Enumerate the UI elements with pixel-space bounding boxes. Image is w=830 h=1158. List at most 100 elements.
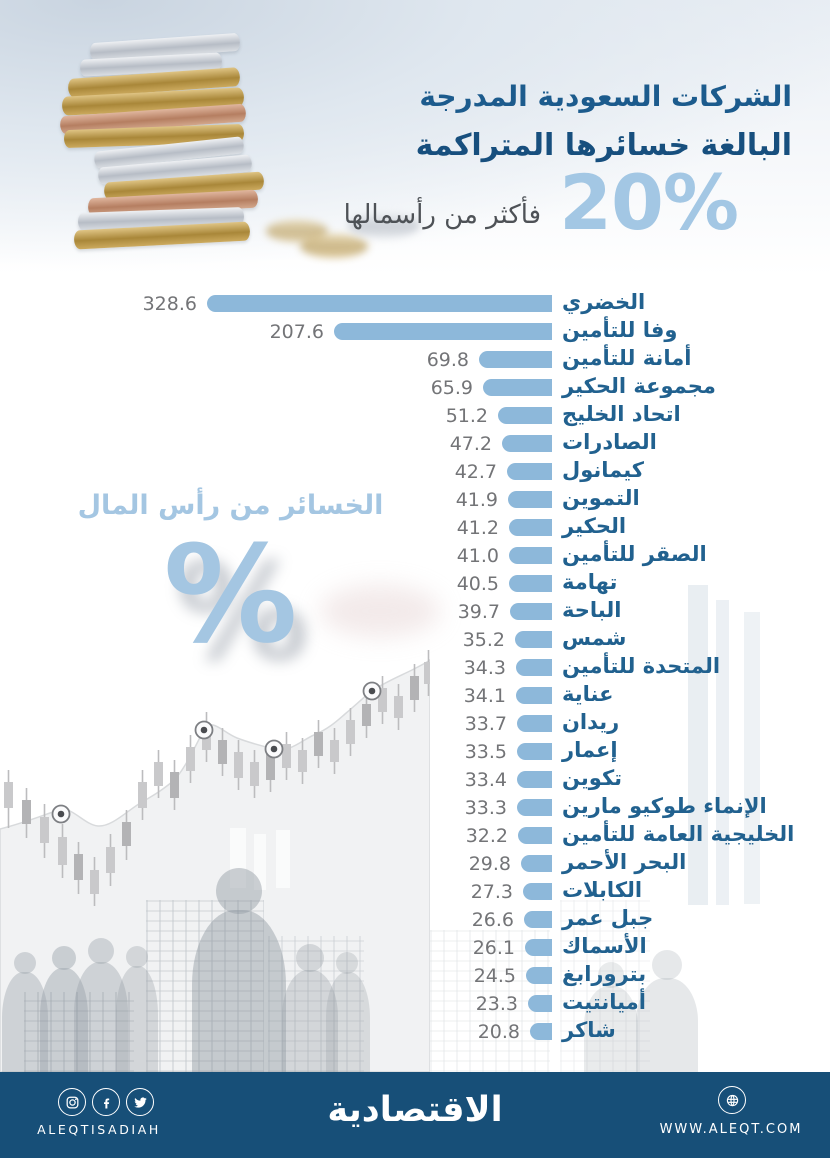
bar-value: 41.0: [456, 545, 499, 567]
bar: [530, 1023, 552, 1040]
bar-label: ريدان: [562, 710, 620, 734]
bar-label: الباحة: [562, 598, 622, 622]
bar-label: تهامة: [562, 570, 618, 594]
bar-value: 328.6: [142, 293, 197, 315]
bar-label: التموين: [562, 486, 640, 510]
chart-row: 27.3 الكابلات: [0, 878, 830, 903]
chart-row: 51.2 اتحاد الخليج: [0, 402, 830, 427]
bar-chart: 328.6 الخضري 207.6 وفا للتأمين 69.8 أمانة للت…: [0, 290, 830, 1055]
bar-label: وفا للتأمين: [562, 318, 678, 342]
bar-value: 42.7: [454, 461, 497, 483]
bar: [509, 575, 552, 592]
bar-value: 34.1: [463, 685, 506, 707]
chart-row: 26.6 جبل عمر: [0, 906, 830, 931]
bar: [516, 687, 552, 704]
bar-value: 39.7: [457, 601, 500, 623]
chart-row: 42.7 كيمانول: [0, 458, 830, 483]
bar-label: الأسماك: [562, 934, 647, 958]
bar: [483, 379, 552, 396]
bar: [517, 799, 552, 816]
title-line-1: الشركات السعودية المدرجة: [419, 80, 792, 113]
bar-value: 41.9: [455, 489, 498, 511]
facebook-icon[interactable]: [92, 1088, 120, 1116]
bar: [207, 295, 552, 312]
bar-label: أميانتيت: [562, 990, 646, 1014]
bar: [515, 631, 552, 648]
chart-row: 65.9 مجموعة الحكير: [0, 374, 830, 399]
chart-row: 33.4 تكوين: [0, 766, 830, 791]
headline-subtitle: فأكثر من رأسمالها: [343, 200, 542, 230]
bar-value: 33.5: [464, 741, 507, 763]
bar-label: الكابلات: [562, 878, 643, 902]
bar-label: البحر الأحمر: [562, 850, 687, 874]
chart-row: 328.6 الخضري: [0, 290, 830, 315]
bar: [509, 519, 552, 536]
chart-row: 33.3 الإنماء طوكيو مارين: [0, 794, 830, 819]
chart-row: 69.8 أمانة للتأمين: [0, 346, 830, 371]
building-strip: [716, 600, 729, 905]
bar-value: 65.9: [430, 377, 473, 399]
instagram-icon[interactable]: [58, 1088, 86, 1116]
bar-value: 47.2: [449, 433, 492, 455]
chart-row: 26.1 الأسماك: [0, 934, 830, 959]
bar: [524, 911, 552, 928]
bar: [334, 323, 552, 340]
bar-value: 33.4: [464, 769, 507, 791]
title-line-2: البالغة خسائرها المتراكمة: [415, 128, 792, 163]
bar: [517, 743, 552, 760]
chart-row: 39.7 الباحة: [0, 598, 830, 623]
bar: [498, 407, 552, 424]
bar: [508, 491, 552, 508]
bar: [525, 939, 552, 956]
bar: [509, 547, 552, 564]
bar: [517, 771, 552, 788]
website-url[interactable]: WWW.ALEQT.COM: [659, 1122, 803, 1137]
bar-value: 32.2: [465, 825, 508, 847]
bar-value: 26.1: [472, 937, 515, 959]
bar-value: 27.3: [470, 881, 513, 903]
bar: [516, 659, 552, 676]
bar: [526, 967, 552, 984]
chart-row: 207.6 وفا للتأمين: [0, 318, 830, 343]
bar: [517, 715, 552, 732]
chart-row: 32.2 الخليجية العامة للتأمين: [0, 822, 830, 847]
chart-row: 23.3 أميانتيت: [0, 990, 830, 1015]
brand-latin: ALEQTISADIAH: [37, 1122, 161, 1137]
bar-value: 33.3: [464, 797, 507, 819]
bar-value: 23.3: [475, 993, 518, 1015]
bar-label: جبل عمر: [562, 906, 654, 930]
chart-row: 34.3 المتحدة للتأمين: [0, 654, 830, 679]
bar-value: 26.6: [471, 909, 514, 931]
brand-logo: الاقتصادية: [327, 1090, 503, 1130]
bar-label: الصادرات: [562, 430, 657, 454]
bar-value: 51.2: [445, 405, 488, 427]
chart-row: 47.2 الصادرات: [0, 430, 830, 455]
chart-row: 20.8 شاكر: [0, 1018, 830, 1043]
bar: [518, 827, 552, 844]
bar-label: مجموعة الحكير: [562, 374, 716, 398]
percent-watermark: %: [163, 517, 298, 673]
bar-label: اتحاد الخليج: [562, 402, 681, 426]
bar-label: الخليجية العامة للتأمين: [562, 822, 795, 846]
chart-row: 40.5 تهامة: [0, 570, 830, 595]
twitter-icon[interactable]: [126, 1088, 154, 1116]
bar: [479, 351, 552, 368]
bar-value: 207.6: [269, 321, 324, 343]
value-axis-label: الخسائر من رأس المال: [77, 490, 384, 521]
bar-value: 33.7: [464, 713, 507, 735]
coins-photo: [48, 12, 420, 262]
bar-label: إعمار: [562, 738, 618, 762]
chart-row: 35.2 شمس: [0, 626, 830, 651]
light-column: [276, 830, 290, 888]
big-percent-value: 20%: [559, 158, 739, 247]
footer: ALEQTISADIAH الاقتصادية WWW.ALEQT.COM: [0, 1072, 830, 1158]
bar-value: 35.2: [462, 629, 505, 651]
bar-label: عناية: [562, 682, 614, 706]
bar-value: 34.3: [463, 657, 506, 679]
chart-row: 29.8 البحر الأحمر: [0, 850, 830, 875]
bar-label: بترورابغ: [562, 962, 647, 986]
bar-label: الإنماء طوكيو مارين: [562, 794, 767, 818]
bar-label: تكوين: [562, 766, 623, 790]
bar: [528, 995, 552, 1012]
